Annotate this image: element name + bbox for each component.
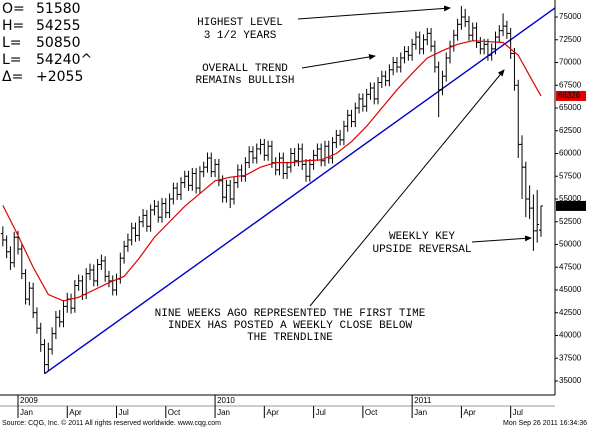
y-tick-label: 57500 xyxy=(559,171,582,180)
y-tick-label: 47500 xyxy=(559,262,582,271)
header-key: O= xyxy=(2,1,25,17)
annotation-arrow xyxy=(301,54,376,69)
y-tick-label: 52500 xyxy=(559,217,582,226)
annotation: HIGHEST LEVEL xyxy=(197,17,283,29)
year-label: 2009 xyxy=(20,396,38,405)
moving-average xyxy=(2,40,542,302)
y-tick-label: 55000 xyxy=(559,194,582,203)
annotation-arrow xyxy=(471,235,532,243)
header-key: L= xyxy=(2,35,22,51)
last-value-box xyxy=(556,200,586,211)
y-tick-label: 60000 xyxy=(559,149,582,158)
y-tick-label: 67500 xyxy=(559,80,582,89)
annotation: WEEKLY KEY xyxy=(389,231,455,243)
header-value: 50850 xyxy=(36,35,81,51)
plot-area xyxy=(0,6,556,375)
y-tick-label: 72500 xyxy=(559,35,582,44)
annotation: OVERALL TREND xyxy=(202,63,288,75)
annotation: THE TRENDLINE xyxy=(247,332,333,344)
x-tick-label: Apr xyxy=(463,408,476,417)
trendline xyxy=(44,7,556,375)
y-tick-label: 75000 xyxy=(559,12,582,21)
timestamp: Mon Sep 26 2011 16:34:36 xyxy=(503,420,587,427)
annotations: HIGHEST LEVEL 3 1/2 YEARS OVERALL TREND … xyxy=(155,5,532,344)
header-value: 54255 xyxy=(36,18,81,34)
x-tick-label: Jan xyxy=(217,408,230,417)
y-tick-label: 42500 xyxy=(559,308,582,317)
y-tick-label: 70000 xyxy=(559,58,582,67)
annotation: NINE WEEKS AGO REPRESENTED THE FIRST TIM… xyxy=(155,308,426,320)
source-note: Source: CQG, Inc. © 2011 All rights rese… xyxy=(2,419,221,427)
annotation-arrow xyxy=(297,5,451,20)
header-box xyxy=(0,0,82,88)
header-key: H= xyxy=(2,18,24,34)
x-tick-label: Apr xyxy=(266,408,279,417)
x-tick-label: Jul xyxy=(513,408,523,417)
header-value: 51580 xyxy=(36,1,81,17)
annotation: UPSIDE REVERSAL xyxy=(372,244,471,256)
x-tick-label: Jan xyxy=(20,408,33,417)
y-tick-label: 37500 xyxy=(559,353,582,362)
x-tick-label: Oct xyxy=(168,408,181,417)
x-tick-label: Jan xyxy=(414,408,427,417)
annotation: 3 1/2 YEARS xyxy=(204,30,277,42)
header-key: L= xyxy=(2,52,22,68)
header-key: Δ= xyxy=(2,69,23,85)
x-tick-label: Oct xyxy=(365,408,378,417)
last-value-label: 66326 xyxy=(558,91,581,100)
y-tick-label: 45000 xyxy=(559,285,582,294)
annotation: INDEX HAS POSTED A WEEKLY CLOSE BELOW xyxy=(168,320,413,332)
y-tick-label: 65000 xyxy=(559,103,582,112)
y-tick-label: 40000 xyxy=(559,331,582,340)
header: O= 51580 H= 54255 L= 50850 L= 54240^ Δ= … xyxy=(2,1,92,85)
last-value-label: 54240 xyxy=(558,201,581,210)
y-tick-label: 50000 xyxy=(559,240,582,249)
y-tick-label: 62500 xyxy=(559,126,582,135)
x-tick-label: Apr xyxy=(69,408,82,417)
header-value: 54240^ xyxy=(36,52,92,68)
year-label: 2011 xyxy=(414,396,432,405)
x-tick-label: Jul xyxy=(316,408,326,417)
x-tick-label: Jul xyxy=(119,408,129,417)
header-value: +2055 xyxy=(36,69,83,85)
annotation: REMAINs BULLISH xyxy=(195,75,294,87)
year-label: 2010 xyxy=(217,396,235,405)
annotation-arrow xyxy=(309,69,505,307)
last-value-box xyxy=(556,90,586,101)
y-tick-label: 35000 xyxy=(559,376,582,385)
